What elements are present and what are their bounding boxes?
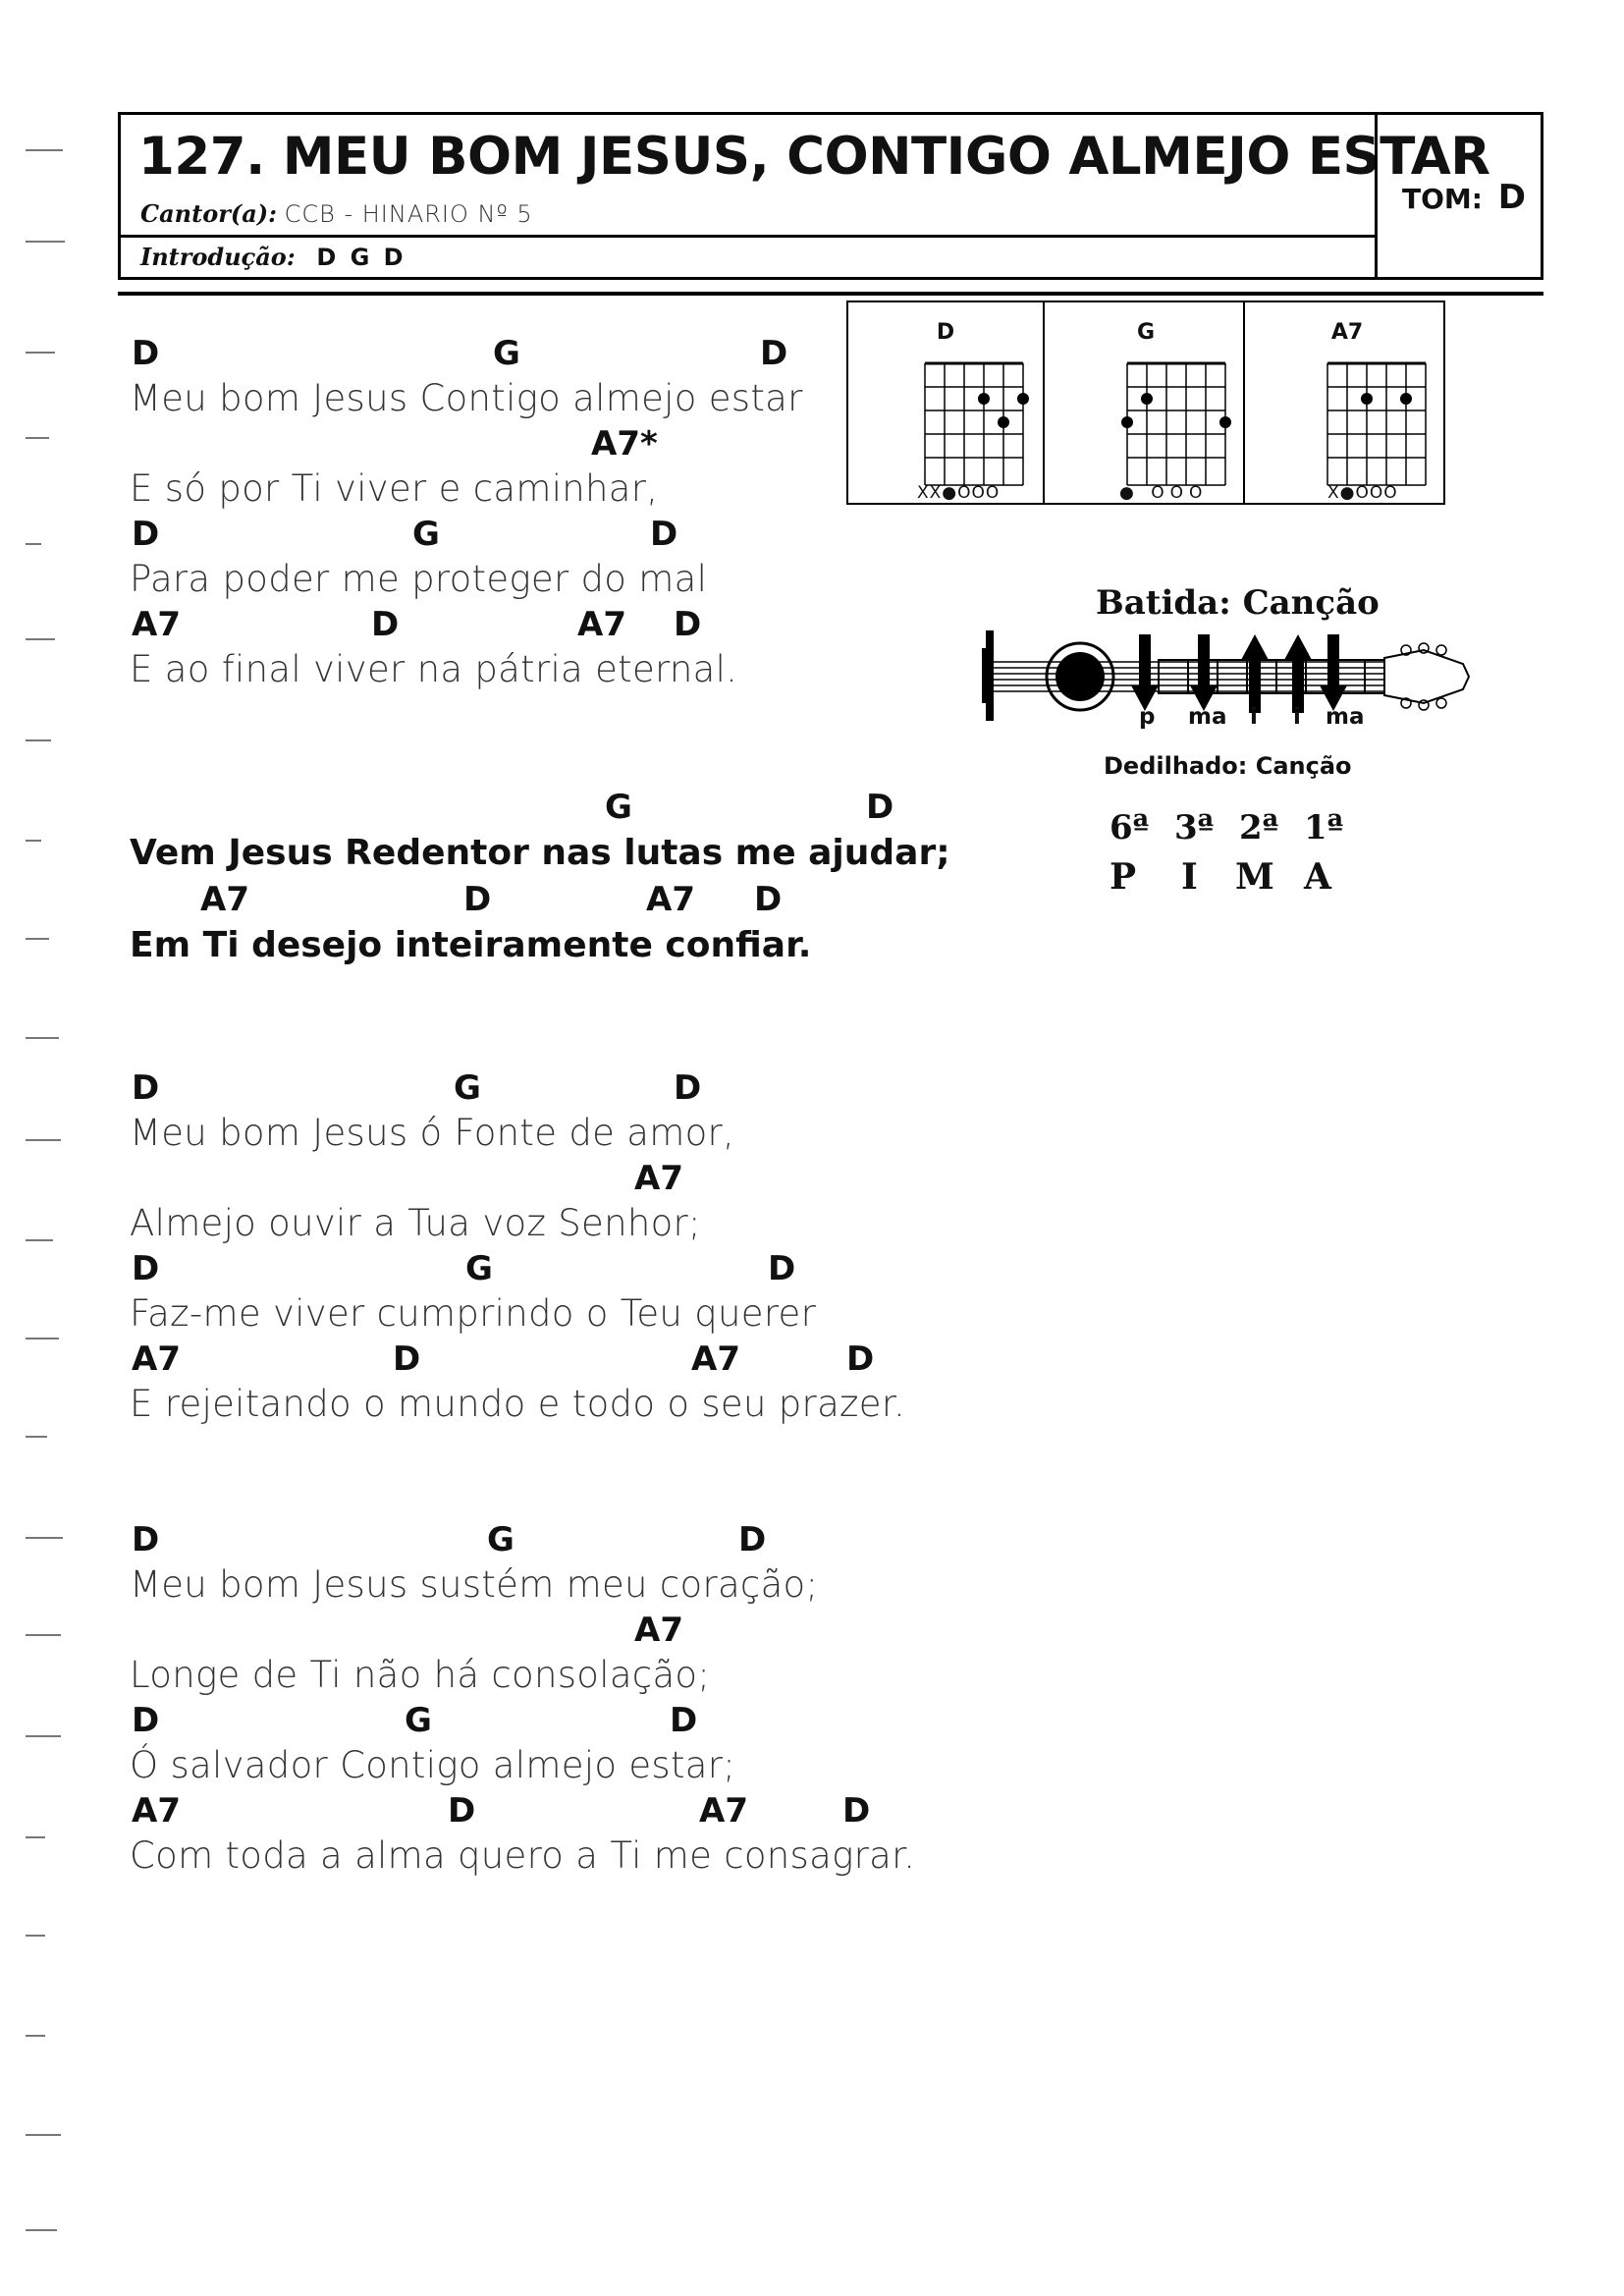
key-label: TOM:: [1402, 183, 1483, 215]
strum-label: p: [1139, 704, 1156, 730]
chord: D: [674, 605, 702, 644]
chord: A7: [132, 605, 181, 644]
finger-letter: A: [1304, 856, 1331, 898]
strings-open-muted: XX●OOO: [917, 483, 1001, 503]
strings-open-muted: ● OOO: [1119, 483, 1209, 503]
chord: A7: [646, 880, 695, 919]
chord-diagram-name: D: [936, 320, 955, 345]
chord: D: [842, 1791, 871, 1831]
singer-line: Cantor(a): CCB - HINARIO Nº 5: [140, 199, 533, 228]
chord-diagram-a7: A7 X●OOO: [1249, 302, 1445, 503]
lyric-line: E rejeitando o mundo e todo o seu prazer…: [130, 1383, 906, 1425]
chord: G: [465, 1249, 493, 1288]
chord: D: [760, 334, 788, 373]
lyric-line: Almejo ouvir a Tua voz Senhor;: [130, 1202, 701, 1244]
lyric-line: Longe de Ti não há consolação;: [130, 1654, 711, 1696]
chord: A7: [200, 880, 249, 919]
chord: D: [132, 1701, 160, 1740]
margin-scan-marks: [0, 0, 79, 2296]
chord: A7: [132, 1791, 181, 1831]
chord: D: [650, 515, 678, 554]
chord: D: [132, 1520, 160, 1559]
chord: A7: [691, 1339, 740, 1379]
chord: D: [670, 1701, 698, 1740]
chord-diagram-d: D XX●OOO: [848, 302, 1045, 503]
chord: A7: [699, 1791, 748, 1831]
lyric-line: E só por Ti viver e caminhar,: [130, 467, 659, 510]
chord: A7: [634, 1159, 683, 1198]
chord: D: [846, 1339, 875, 1379]
chord-diagrams: D XX●OOO G: [846, 301, 1445, 505]
intro-label: Introdução:: [140, 243, 296, 271]
chord: G: [493, 334, 520, 373]
chord: D: [393, 1339, 421, 1379]
chord: G: [412, 515, 440, 554]
chord: D: [754, 880, 783, 919]
strum-label: i: [1293, 704, 1301, 730]
song-header: 127. MEU BOM JESUS, CONTIGO ALMEJO ESTAR…: [118, 112, 1543, 280]
lyric-line: Em Ti desejo inteiramente confiar.: [130, 925, 812, 965]
intro-value: D G D: [316, 244, 406, 271]
lyric-line: Ó salvador Contigo almejo estar;: [130, 1744, 736, 1786]
lyric-line: Com toda a alma quero a Ti me consagrar.: [130, 1834, 916, 1877]
strum-title: Batida: Canção: [1096, 583, 1380, 623]
lyric-line: Meu bom Jesus ó Fonte de amor,: [130, 1112, 735, 1154]
lyric-line: Meu bom Jesus sustém meu coração;: [130, 1563, 819, 1606]
song-title: 127. MEU BOM JESUS, CONTIGO ALMEJO ESTAR: [138, 127, 1490, 187]
lyric-line: Meu bom Jesus Contigo almejo estar: [130, 377, 803, 419]
strum-label: ma: [1188, 704, 1227, 730]
chord-diagram-g: G ● OOO: [1049, 302, 1245, 503]
chord: D: [448, 1791, 476, 1831]
singer-value: CCB - HINARIO Nº 5: [284, 200, 533, 228]
strum-label: i: [1250, 704, 1258, 730]
key-box: TOM: D: [1402, 178, 1526, 217]
lyric-line: Vem Jesus Redentor nas lutas me ajudar;: [130, 833, 950, 873]
chord-grid-a7: [1326, 361, 1427, 486]
strum-arrows: [1131, 634, 1347, 713]
chord: D: [132, 334, 160, 373]
lyric-line: E ao final viver na pátria eternal.: [130, 648, 738, 690]
lyric-line: Para poder me proteger do mal: [130, 558, 708, 600]
chord: D: [674, 1068, 702, 1108]
lyric-line: Faz-me viver cumprindo o Teu querer: [130, 1292, 817, 1335]
chord: D: [132, 515, 160, 554]
chord-diagram-name: G: [1136, 320, 1156, 345]
chord: D: [768, 1249, 796, 1288]
finger-letter: M: [1235, 856, 1274, 898]
chord: G: [605, 788, 632, 827]
chord: D: [371, 605, 400, 644]
chord-diagram-name: A7: [1330, 320, 1364, 345]
chord-grid-g: [1121, 361, 1231, 486]
chord: D: [738, 1520, 767, 1559]
finger-letter: I: [1181, 856, 1198, 898]
strings-open-muted: X●OOO: [1327, 483, 1398, 503]
chord: A7*: [591, 424, 658, 464]
singer-label: Cantor(a):: [140, 199, 277, 228]
strum-label: ma: [1326, 704, 1365, 730]
chord: A7: [577, 605, 626, 644]
chord: A7: [634, 1611, 683, 1650]
chord: G: [487, 1520, 514, 1559]
string-number: 6ª: [1110, 808, 1150, 847]
intro-line: Introdução: D G D: [140, 243, 406, 271]
key-value: D: [1497, 178, 1526, 217]
chord: G: [405, 1701, 432, 1740]
string-number: 3ª: [1174, 808, 1215, 847]
finger-letter: P: [1110, 856, 1137, 898]
string-number: 2ª: [1239, 808, 1279, 847]
chord-grid-d: [924, 361, 1029, 486]
chord: D: [132, 1068, 160, 1108]
fingerpick-title: Dedilhado: Canção: [1104, 752, 1352, 780]
chord: D: [463, 880, 492, 919]
chord: D: [866, 788, 894, 827]
chord: A7: [132, 1339, 181, 1379]
string-number: 1ª: [1304, 808, 1344, 847]
guitar-strum-diagram: [982, 630, 1471, 721]
chord: G: [454, 1068, 481, 1108]
chord: D: [132, 1249, 160, 1288]
